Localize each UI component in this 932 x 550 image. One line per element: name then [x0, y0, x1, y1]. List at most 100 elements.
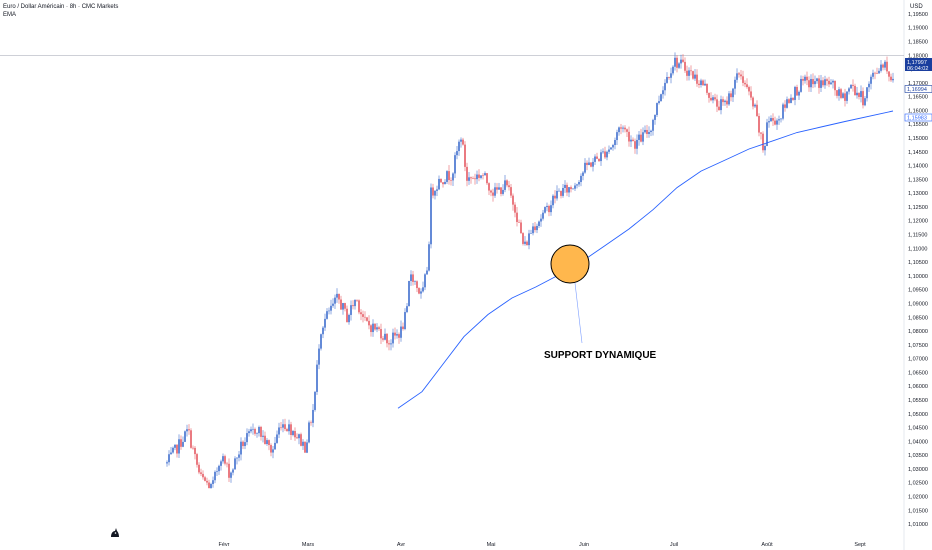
support-annotation-label: SUPPORT DYNAMIQUE	[544, 350, 657, 361]
candle	[218, 464, 220, 475]
candle	[862, 87, 864, 109]
candle	[602, 148, 604, 154]
candle	[342, 302, 344, 315]
candle	[564, 180, 566, 193]
candle	[480, 175, 482, 180]
price-tick-label: 1,09500	[908, 288, 928, 294]
price-tick-label: 1,03000	[908, 467, 928, 473]
candle	[768, 116, 770, 128]
candle	[428, 241, 430, 272]
candle	[484, 171, 486, 176]
candle	[788, 98, 790, 104]
candle	[268, 439, 270, 451]
candle	[678, 62, 680, 70]
candle	[558, 188, 560, 192]
candle	[362, 310, 364, 323]
candle	[766, 118, 768, 147]
candle	[340, 295, 342, 310]
candle	[806, 71, 808, 86]
candle	[832, 79, 834, 89]
candle	[364, 311, 366, 321]
support-highlight-circle	[550, 244, 590, 284]
candle	[454, 152, 456, 179]
candle	[220, 459, 222, 471]
candle	[242, 440, 244, 450]
candle	[668, 76, 670, 80]
candle	[546, 202, 548, 212]
candle	[408, 280, 410, 307]
candle	[256, 432, 258, 438]
candle	[192, 445, 194, 450]
candle	[612, 143, 614, 151]
candle	[236, 457, 238, 465]
candle	[354, 299, 356, 310]
candle	[370, 324, 372, 337]
candle	[222, 453, 224, 464]
candle	[496, 183, 498, 194]
candle	[250, 426, 252, 434]
candle	[596, 152, 598, 160]
candle	[702, 79, 704, 86]
candle	[652, 118, 654, 136]
candle	[822, 77, 824, 88]
time-tick-label: Juil	[670, 542, 678, 548]
candle	[792, 97, 794, 101]
candle	[494, 182, 496, 198]
candle	[566, 182, 568, 197]
candle	[554, 190, 556, 204]
tradingview-logo-icon[interactable]	[109, 527, 121, 539]
candle	[336, 288, 338, 303]
candle	[670, 67, 672, 84]
candle	[746, 78, 748, 89]
candle	[204, 475, 206, 482]
candle	[586, 160, 588, 171]
currency-label[interactable]: USD	[910, 4, 923, 10]
candle	[500, 187, 502, 197]
candle	[390, 339, 392, 351]
candle	[472, 176, 474, 180]
candle	[620, 123, 622, 135]
candle	[528, 229, 530, 250]
candle	[648, 126, 650, 138]
candle	[888, 71, 890, 82]
candle	[416, 280, 418, 293]
price-tick-label: 1,04500	[908, 426, 928, 432]
candle	[530, 229, 532, 234]
candle	[568, 187, 570, 198]
price-tick-label: 1,05000	[908, 412, 928, 418]
price-tick-label: 1,06000	[908, 384, 928, 390]
candle	[278, 422, 280, 439]
price-tick-label: 1,18000	[908, 53, 928, 59]
candle	[478, 169, 480, 182]
price-tick-label: 1,16000	[908, 108, 928, 114]
candle	[752, 96, 754, 110]
candle	[248, 428, 250, 437]
candle	[350, 300, 352, 321]
candle	[198, 462, 200, 475]
candle	[734, 76, 736, 95]
candle	[688, 67, 690, 81]
candle	[326, 308, 328, 320]
candle	[580, 173, 582, 187]
candle	[802, 75, 804, 86]
candle	[598, 158, 600, 162]
candle	[880, 60, 882, 73]
candle	[666, 72, 668, 84]
price-tick-label: 1,11500	[908, 233, 927, 239]
candle	[656, 102, 658, 117]
candle	[724, 99, 726, 106]
candle	[414, 280, 416, 285]
candle	[498, 182, 500, 190]
candle	[402, 322, 404, 331]
candle	[176, 444, 178, 458]
candle	[676, 55, 678, 73]
candle	[810, 74, 812, 92]
candle	[348, 313, 350, 325]
candle	[850, 84, 852, 89]
price-tick-label: 1,03500	[908, 453, 928, 459]
indicator-label[interactable]: EMA	[3, 12, 17, 18]
price-tick-label: 1,10000	[908, 274, 928, 280]
candle	[708, 92, 710, 103]
